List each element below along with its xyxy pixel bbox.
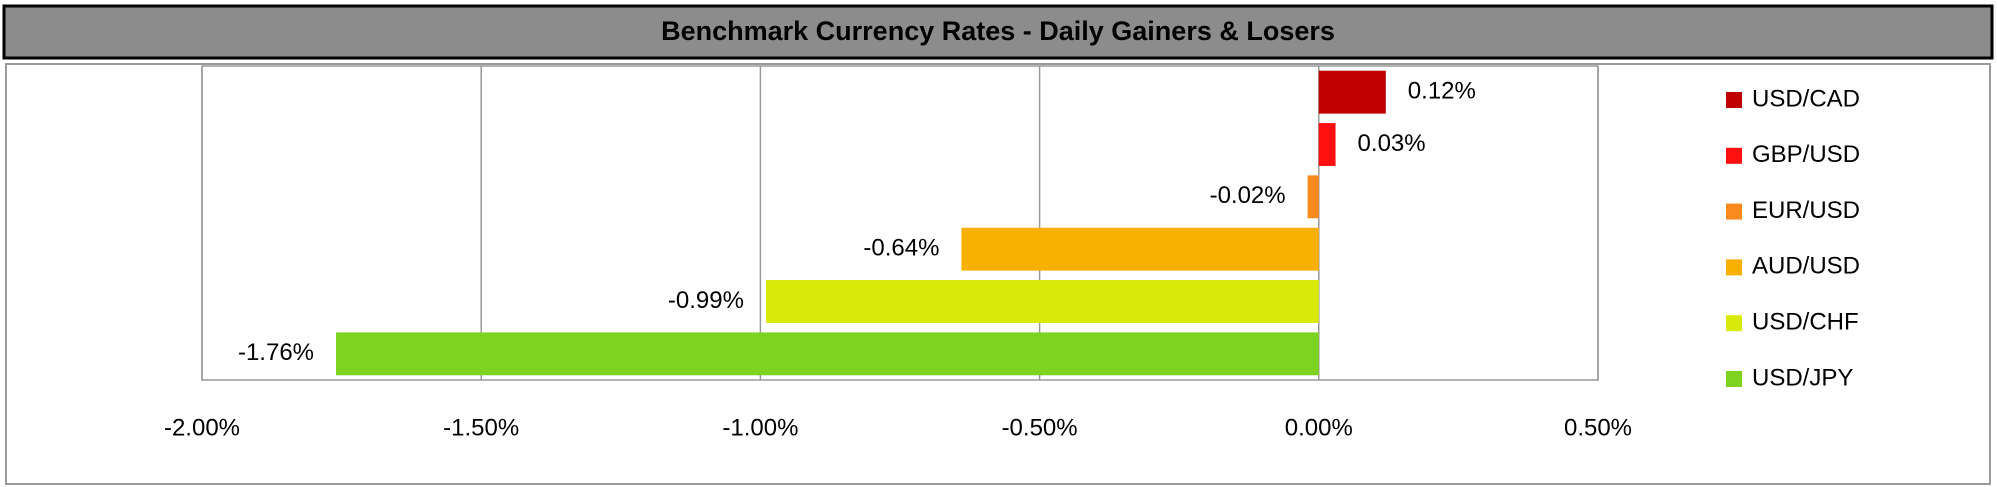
legend-swatch bbox=[1726, 259, 1742, 276]
value-label: -0.02% bbox=[1210, 182, 1286, 209]
bar bbox=[1318, 70, 1386, 114]
bar bbox=[336, 332, 1319, 376]
value-label: -0.64% bbox=[863, 235, 939, 262]
legend-swatch bbox=[1726, 147, 1742, 164]
bar bbox=[961, 227, 1319, 271]
x-tick-label: 0.00% bbox=[1285, 414, 1353, 441]
legend-label: AUD/USD bbox=[1752, 253, 1860, 280]
value-label: -1.76% bbox=[238, 339, 314, 366]
x-tick-label: -0.50% bbox=[1002, 414, 1078, 441]
x-tick-label: -2.00% bbox=[164, 414, 240, 441]
legend-label: USD/CAD bbox=[1752, 85, 1860, 112]
bar bbox=[765, 280, 1319, 323]
plot-border bbox=[201, 65, 1599, 381]
x-tick-label: -1.00% bbox=[722, 414, 798, 441]
bar bbox=[1307, 175, 1319, 219]
chart-title: Benchmark Currency Rates - Daily Gainers… bbox=[661, 16, 1335, 46]
x-tick-label: -1.50% bbox=[443, 414, 519, 441]
legend-swatch bbox=[1726, 371, 1742, 387]
legend-label: GBP/USD bbox=[1752, 141, 1860, 168]
legend-label: EUR/USD bbox=[1752, 197, 1860, 224]
bar bbox=[1318, 123, 1336, 166]
chart-frame bbox=[5, 63, 1991, 485]
x-tick-label: 0.50% bbox=[1564, 414, 1632, 441]
legend-label: USD/JPY bbox=[1752, 364, 1853, 391]
value-label: -0.99% bbox=[668, 287, 744, 314]
legend-swatch bbox=[1726, 203, 1742, 220]
legend-label: USD/CHF bbox=[1752, 309, 1859, 336]
value-label: 0.03% bbox=[1358, 130, 1426, 157]
value-label: 0.12% bbox=[1408, 78, 1476, 105]
title-bar bbox=[2, 4, 1994, 60]
legend-swatch bbox=[1726, 92, 1742, 108]
legend-swatch bbox=[1726, 315, 1742, 332]
